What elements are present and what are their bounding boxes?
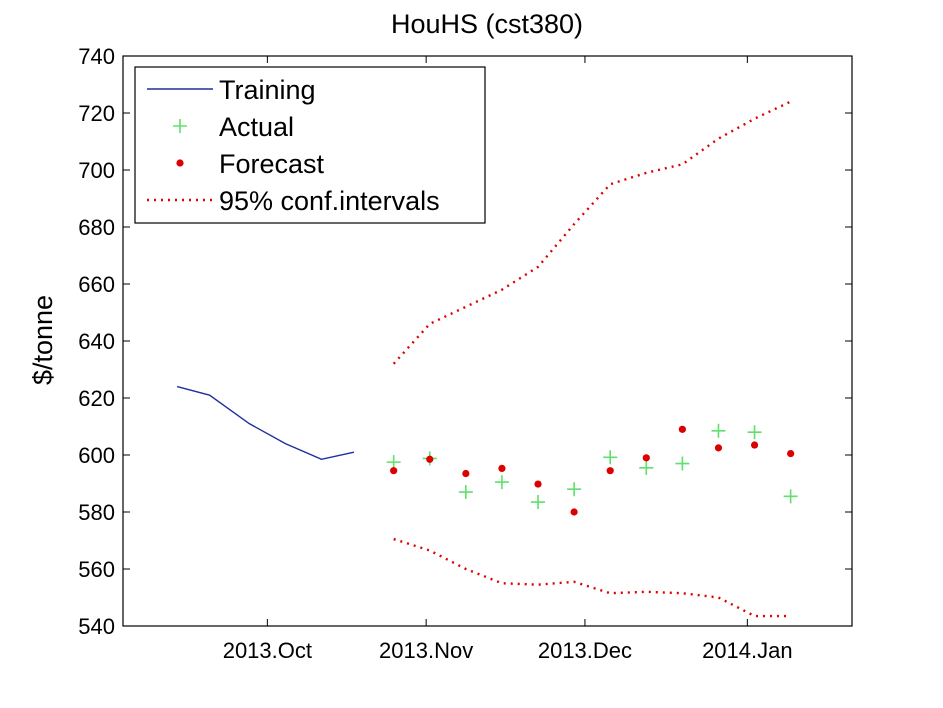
forecast-point bbox=[787, 449, 795, 458]
legend-swatch-actual bbox=[173, 119, 187, 133]
chart-title: HouHS (cst380) bbox=[391, 9, 583, 39]
x-tick-label: 2013.Oct bbox=[223, 638, 312, 663]
actual-point bbox=[711, 423, 726, 438]
upper-confidence-line bbox=[392, 100, 792, 365]
y-tick-label: 560 bbox=[78, 557, 115, 582]
forecast-point bbox=[606, 467, 614, 475]
actual-point bbox=[783, 489, 798, 504]
forecast-point bbox=[714, 444, 723, 452]
legend-label: 95% conf.intervals bbox=[219, 186, 440, 216]
legend-box bbox=[134, 66, 486, 224]
legend-label: Actual bbox=[219, 112, 294, 142]
forecast-point bbox=[498, 464, 506, 472]
forecast-point bbox=[534, 480, 542, 488]
forecast-point bbox=[750, 441, 759, 449]
forecast-point bbox=[642, 454, 650, 462]
actual-point bbox=[567, 482, 582, 497]
y-tick-label: 620 bbox=[78, 386, 115, 411]
legend: Training Actual Forecast 95% conf.intervals bbox=[134, 66, 486, 224]
training-line bbox=[176, 385, 355, 461]
lower-confidence-line bbox=[393, 537, 791, 618]
actual-point bbox=[458, 485, 473, 500]
actual-point bbox=[603, 450, 618, 465]
forecast-point bbox=[426, 455, 434, 463]
legend-label: Training bbox=[219, 75, 316, 105]
forecast-point bbox=[390, 467, 398, 475]
actual-point bbox=[386, 455, 401, 470]
actual-point bbox=[639, 460, 654, 475]
y-tick-label: 600 bbox=[78, 443, 115, 468]
axes: 540 560 580 600 620 640 660 680 700 720 740 2013.Oc… bbox=[78, 44, 853, 663]
y-tick-label: 640 bbox=[78, 329, 115, 354]
plot-area bbox=[176, 100, 798, 618]
y-tick-label: 580 bbox=[78, 500, 115, 525]
x-tick-label: 2013.Nov bbox=[379, 638, 473, 663]
y-tick-label: 720 bbox=[78, 101, 115, 126]
forecast-point bbox=[678, 425, 686, 433]
x-tick-label: 2013.Dec bbox=[538, 638, 632, 663]
y-tick-label: 680 bbox=[78, 215, 115, 240]
actual-point bbox=[494, 475, 509, 490]
forecast-point bbox=[462, 469, 470, 478]
y-tick-label: 540 bbox=[78, 614, 115, 639]
y-tick-label: 700 bbox=[78, 158, 115, 183]
legend-swatch-forecast bbox=[176, 159, 184, 167]
y-tick-label: 740 bbox=[78, 44, 115, 69]
y-axis-label: $/tonne bbox=[28, 295, 58, 385]
x-tick-label: 2014.Jan bbox=[702, 638, 793, 663]
actual-point bbox=[675, 456, 690, 471]
forecast-point bbox=[570, 508, 578, 516]
actual-point bbox=[531, 495, 546, 510]
legend-label: Forecast bbox=[219, 149, 325, 179]
actual-point bbox=[747, 425, 762, 440]
y-tick-label: 660 bbox=[78, 272, 115, 297]
